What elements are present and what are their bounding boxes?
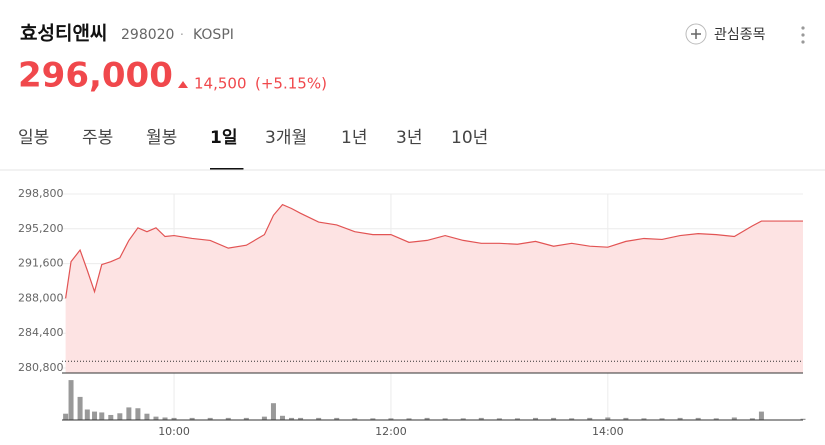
y-tick-label: 280,800: [18, 361, 64, 374]
x-tick-label: 12:00: [375, 425, 407, 438]
volume-bar: [442, 418, 448, 420]
volume-bar: [749, 418, 755, 420]
volume-bar: [289, 417, 295, 420]
change-rate: (+5.15%): [255, 75, 327, 93]
volume-bar: [68, 380, 74, 420]
tab[interactable]: 1일: [210, 128, 237, 148]
volume-bar: [659, 418, 665, 420]
volume-bar: [352, 418, 358, 420]
price-line: [65, 203, 803, 299]
watch-button[interactable]: 관심종목: [685, 23, 766, 45]
y-tick-label: 284,400: [18, 326, 64, 339]
volume-bar: [623, 417, 629, 420]
stock-name: 효성티앤씨: [20, 23, 107, 45]
volume-bar: [207, 417, 213, 420]
volume-bar: [388, 418, 394, 420]
tab[interactable]: 10년: [451, 128, 488, 148]
volume-bar: [243, 417, 249, 420]
volume-bar: [334, 417, 340, 420]
volume-bar: [270, 403, 276, 420]
tab[interactable]: 일봉: [18, 128, 49, 148]
volume-bar: [135, 408, 141, 420]
volume-bar: [298, 417, 304, 420]
volume-bar: [551, 417, 557, 420]
stock-code: 298020: [121, 27, 174, 43]
plus-sign: [691, 29, 701, 39]
volume-bar: [92, 411, 98, 420]
volume-bar: [406, 418, 412, 420]
volume-bar: [126, 407, 132, 420]
x-tick-label: 14:00: [592, 425, 624, 438]
volume-bar: [533, 417, 539, 420]
y-tick-label: 298,800: [18, 187, 64, 200]
volume-bar: [261, 416, 267, 420]
more-menu[interactable]: [801, 26, 805, 44]
volume-bar: [144, 413, 150, 420]
volume-bar: [758, 411, 764, 420]
volume-bar: [800, 418, 806, 420]
price: 296,000: [18, 56, 173, 96]
volume-bar: [460, 418, 466, 420]
x-tick-label: 10:00: [158, 425, 190, 438]
volume-bar: [731, 417, 737, 420]
volume-bar: [641, 418, 647, 420]
change: 14,500: [194, 75, 247, 93]
volume-bar: [153, 416, 159, 420]
tab[interactable]: 3년: [396, 128, 422, 148]
volume-bar: [117, 413, 123, 420]
up-arrow: [178, 81, 188, 88]
tab[interactable]: 월봉: [146, 128, 177, 148]
volume-bar: [496, 418, 502, 420]
y-tick-label: 295,200: [18, 222, 64, 235]
volume-bar: [695, 417, 701, 420]
tab[interactable]: 주봉: [82, 128, 113, 148]
volume-bar: [569, 418, 575, 420]
volume-bar: [279, 415, 285, 420]
y-tick-label: 291,600: [18, 257, 64, 270]
volume-bar: [77, 396, 83, 420]
tab[interactable]: 1년: [341, 128, 367, 148]
price-area: [65, 204, 804, 373]
volume-bar: [63, 413, 69, 420]
volume-bar: [370, 418, 376, 420]
volume-bar: [171, 417, 177, 420]
volume-bar: [605, 417, 611, 420]
volume-bar: [162, 417, 168, 420]
volume-bar: [478, 417, 484, 420]
y-tick-label: 288,000: [18, 291, 64, 304]
volume-bar: [316, 417, 322, 420]
watch-label: 관심종목: [714, 27, 766, 43]
volume-bar: [108, 414, 114, 420]
volume-bar: [424, 417, 430, 420]
market: KOSPI: [193, 27, 234, 43]
volume-bar: [587, 417, 593, 420]
volume-bar: [84, 409, 90, 420]
volume-bar: [514, 418, 520, 420]
tab[interactable]: 3개월: [265, 128, 307, 148]
volume-bar: [713, 418, 719, 420]
volume-bar: [225, 417, 231, 420]
volume-bar: [99, 412, 105, 420]
volume-bar: [677, 417, 683, 420]
chart: 280,800 284,400 288,000 291,600 295,200 298,8…: [18, 187, 806, 438]
separator: ·: [180, 28, 184, 42]
tabs: 일봉 주봉 월봉 1일 3개월 1년 3년 10년: [0, 128, 825, 171]
volume-bar: [189, 417, 195, 420]
